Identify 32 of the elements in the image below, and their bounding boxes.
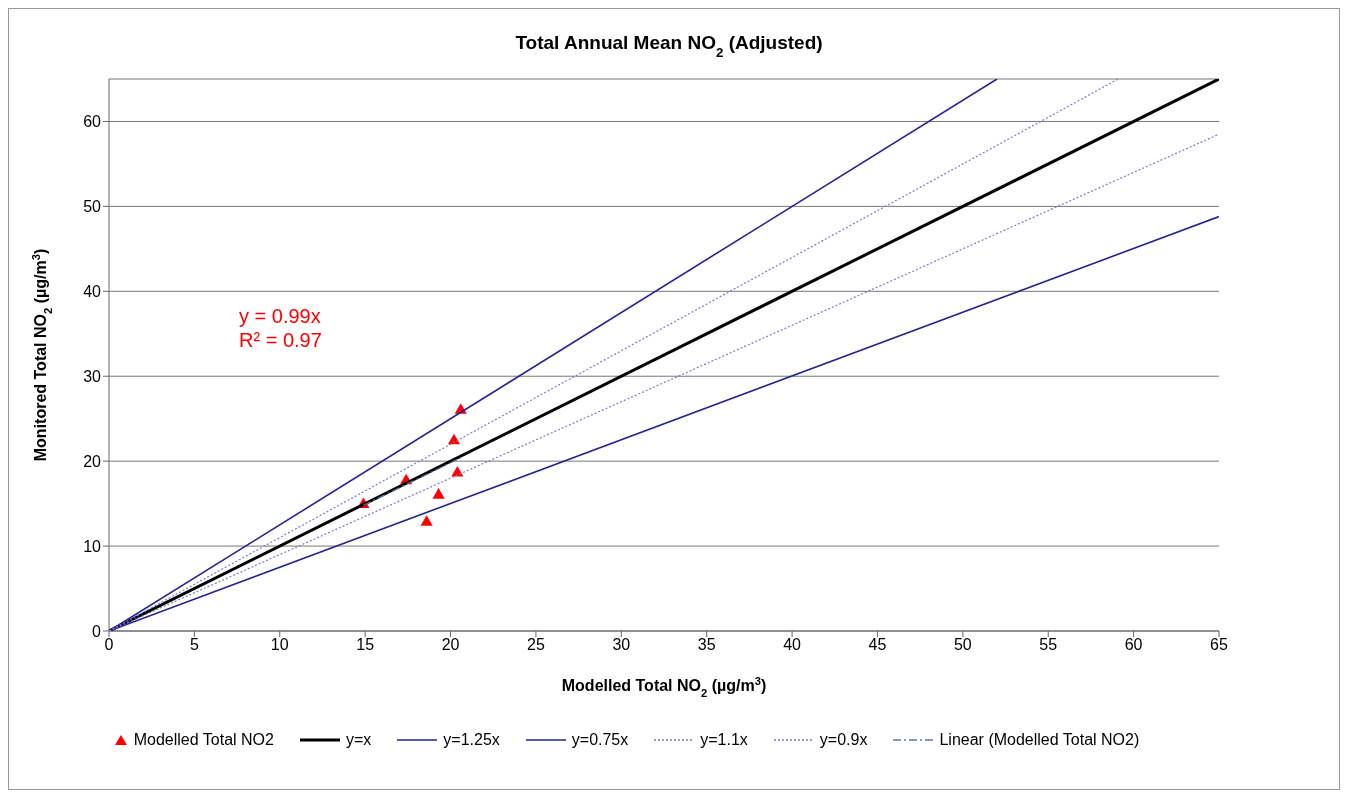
x-tick-label: 55: [1039, 636, 1058, 654]
x-tick-label: 65: [1210, 636, 1228, 654]
annotation: R² = 0.97: [239, 328, 322, 352]
x-tick-label: 50: [953, 636, 972, 654]
x-tick-label: 20: [441, 636, 460, 654]
annotation: y = 0.99x: [239, 304, 322, 328]
y-tick-label: 60: [83, 113, 102, 131]
x-tick-label: 0: [104, 636, 114, 654]
chart-title: Total Annual Mean NO$_{2}$ (Adjusted): [515, 32, 823, 60]
legend-label: y=0.75x: [570, 731, 629, 749]
legend-label: Linear (Modelled Total NO2): [938, 731, 1140, 749]
x-tick-label: 30: [612, 636, 631, 654]
x-tick-label: 10: [270, 636, 289, 654]
legend-label: y=0.9x: [818, 731, 868, 749]
x-tick-label: 15: [356, 636, 375, 654]
legend-label: Modelled Total NO2: [132, 731, 274, 749]
y-tick-label: 0: [92, 622, 102, 640]
y-tick-label: 50: [83, 198, 102, 216]
x-tick-label: 45: [868, 636, 887, 654]
x-axis-title: Modelled Total NO$_{2}$ (µg/m$^{3}$): [561, 675, 767, 699]
x-tick-label: 60: [1124, 636, 1143, 654]
y-tick-label: 40: [83, 282, 102, 300]
x-tick-label: 35: [697, 636, 716, 654]
y-tick-label: 30: [83, 367, 102, 385]
y-tick-label: 10: [83, 537, 102, 555]
x-tick-label: 40: [783, 636, 802, 654]
legend-label: y=1.25x: [442, 731, 500, 749]
legend-label: y=1.1x: [699, 731, 748, 749]
x-tick-label: 25: [527, 636, 545, 654]
x-tick-label: 5: [189, 636, 199, 654]
legend-label: y=x: [344, 731, 372, 749]
y-tick-label: 20: [83, 452, 102, 470]
